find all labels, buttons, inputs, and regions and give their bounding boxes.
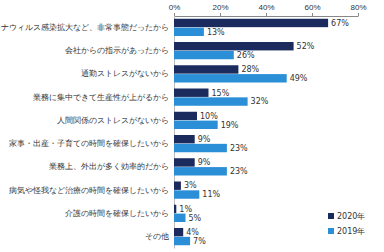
tick-mark	[312, 13, 313, 16]
data-label: 52%	[297, 42, 315, 51]
x-axis: 0% 20% 40% 60% 80%	[169, 3, 367, 17]
data-label: 26%	[237, 51, 255, 60]
tick: 通勤ストレスがないから	[81, 69, 174, 78]
tick: 60%	[304, 3, 320, 16]
data-label: 10%	[200, 112, 218, 121]
tick: 家事・出産・子育ての時間を確保したいから	[9, 139, 174, 148]
series	[174, 28, 287, 246]
bar	[174, 42, 294, 50]
tick-label: 業務上、外出が多く効率的だから	[49, 162, 169, 171]
bar	[174, 167, 227, 175]
tick-label: 人間関係のストレスがないから	[57, 116, 169, 125]
data-label: 9%	[198, 158, 211, 167]
tick-label: 通勤ストレスがないから	[81, 69, 169, 78]
data-label: 5%	[189, 214, 202, 223]
bar	[174, 19, 328, 27]
data-label: 23%	[230, 167, 248, 176]
data-label: 13%	[207, 28, 225, 37]
tick-label: コロナウィルス感染拡大など、非常事態だったから	[0, 23, 169, 32]
tick: 0%	[169, 3, 181, 16]
tick: 80%	[350, 3, 366, 16]
tick: 介護の時間を確保したいから	[65, 209, 174, 218]
bar	[174, 181, 181, 189]
legend-item: 2019年	[328, 227, 365, 236]
bar	[174, 135, 195, 143]
tick-mark	[220, 13, 221, 16]
data-label: 67%	[331, 19, 349, 28]
bar	[174, 89, 209, 97]
tick: 20%	[212, 3, 228, 16]
data-label: 11%	[202, 190, 220, 199]
bars	[174, 19, 328, 245]
tick-label: その他	[145, 232, 169, 241]
data-label: 32%	[251, 97, 269, 106]
tick-mark	[266, 13, 267, 16]
tick-label: 80%	[350, 3, 366, 12]
bar	[174, 237, 190, 245]
bar	[174, 97, 248, 105]
data-label: 9%	[198, 135, 211, 144]
bar	[174, 228, 183, 236]
data-label: 3%	[184, 181, 197, 190]
bar	[174, 112, 197, 120]
bar	[174, 214, 186, 222]
tick-label: 介護の時間を確保したいから	[65, 209, 169, 218]
data-label: 1%	[179, 205, 192, 214]
tick-label: 20%	[212, 3, 228, 12]
tick: 会社からの指示があったから	[65, 46, 174, 55]
bar	[174, 205, 176, 213]
tick-label: 40%	[258, 3, 274, 12]
data-label: 15%	[212, 89, 230, 98]
legend-label: 2019年	[337, 227, 365, 236]
data-label: 7%	[193, 237, 206, 246]
tick-mark	[174, 13, 175, 16]
bar	[174, 158, 195, 166]
bar	[174, 190, 199, 198]
tick-mark	[358, 13, 359, 16]
tick-label: 病気や怪我など治療の時間を確保したいから	[9, 186, 169, 195]
data-label: 23%	[230, 144, 248, 153]
bar	[174, 144, 227, 152]
bar	[174, 51, 234, 59]
legend-swatch	[328, 213, 334, 219]
axis-line	[175, 16, 359, 17]
y-axis: コロナウィルス感染拡大など、非常事態だったから会社からの指示があったから通勤スト…	[0, 17, 175, 249]
legend-label: 2020年	[337, 212, 365, 221]
legend-item: 2020年	[328, 212, 365, 221]
tick-label: 業務に集中できて生産性が上がるから	[33, 93, 169, 102]
bar	[174, 65, 238, 73]
tick: その他	[145, 232, 174, 241]
tick: 業務に集中できて生産性が上がるから	[33, 93, 174, 102]
bar	[174, 28, 204, 36]
bar	[174, 74, 287, 82]
chart: 0% 20% 40% 60% 80% コロナウィルス感染拡大など、非常事態だったから会社か…	[0, 0, 384, 252]
data-labels: 67% 52% 28% 15% 10% 9% 9% 3% 1% 4% 13% 26% 49% 32% 19%…	[179, 19, 349, 246]
tick: 40%	[258, 3, 274, 16]
tick-label: 家事・出産・子育ての時間を確保したいから	[9, 139, 169, 148]
tick: コロナウィルス感染拡大など、非常事態だったから	[0, 23, 174, 32]
bar	[174, 121, 218, 129]
legend: 2020年 2019年	[328, 212, 365, 236]
legend-swatch	[328, 228, 334, 234]
plot: 0% 20% 40% 60% 80% コロナウィルス感染拡大など、非常事態だったから会社か…	[0, 3, 367, 249]
tick-label: 60%	[304, 3, 320, 12]
tick: 病気や怪我など治療の時間を確保したいから	[9, 186, 174, 195]
data-label: 4%	[186, 228, 199, 237]
tick-label: 会社からの指示があったから	[65, 46, 169, 55]
data-label: 19%	[221, 121, 239, 130]
tick-label: 0%	[169, 3, 181, 12]
tick: 人間関係のストレスがないから	[57, 116, 174, 125]
data-label: 49%	[290, 74, 308, 83]
series	[174, 19, 328, 237]
data-label: 28%	[241, 65, 259, 74]
tick: 業務上、外出が多く効率的だから	[49, 162, 174, 171]
